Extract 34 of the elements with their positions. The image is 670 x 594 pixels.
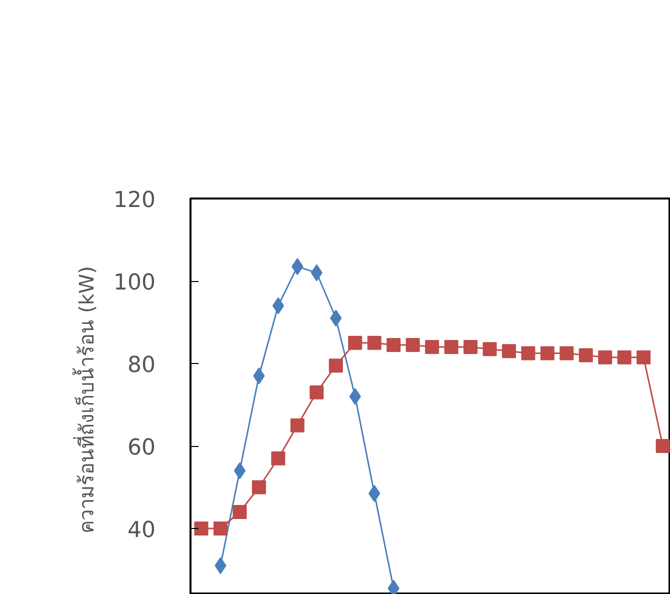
point	[386, 338, 401, 352]
point	[349, 388, 361, 405]
point	[521, 346, 536, 360]
y-tick-label: 120	[114, 188, 156, 213]
point	[290, 418, 304, 432]
point	[560, 346, 574, 360]
point	[232, 505, 247, 519]
point	[406, 338, 420, 352]
y-tick-label: 100	[114, 270, 156, 296]
y-tick-label: 40	[128, 518, 156, 543]
point	[328, 358, 343, 373]
point	[598, 350, 612, 364]
point	[502, 344, 516, 358]
point	[272, 297, 284, 314]
y-tick-label: 60	[128, 436, 156, 460]
point	[656, 439, 670, 453]
point	[252, 480, 266, 494]
point	[444, 340, 458, 354]
point	[234, 462, 246, 480]
point	[425, 340, 440, 354]
y-axis-title: ความร้อนที่ถังเก็บน้ำร้อน (kW)	[72, 266, 99, 534]
point	[540, 346, 554, 360]
point	[194, 522, 208, 536]
point	[348, 336, 362, 350]
point	[271, 451, 286, 466]
point	[482, 342, 497, 356]
point	[578, 348, 593, 362]
point	[214, 522, 228, 536]
point	[310, 385, 324, 400]
point	[617, 350, 632, 364]
point	[367, 336, 382, 350]
point	[464, 340, 478, 354]
y-tick-label: 80	[128, 353, 156, 378]
point	[636, 350, 651, 364]
